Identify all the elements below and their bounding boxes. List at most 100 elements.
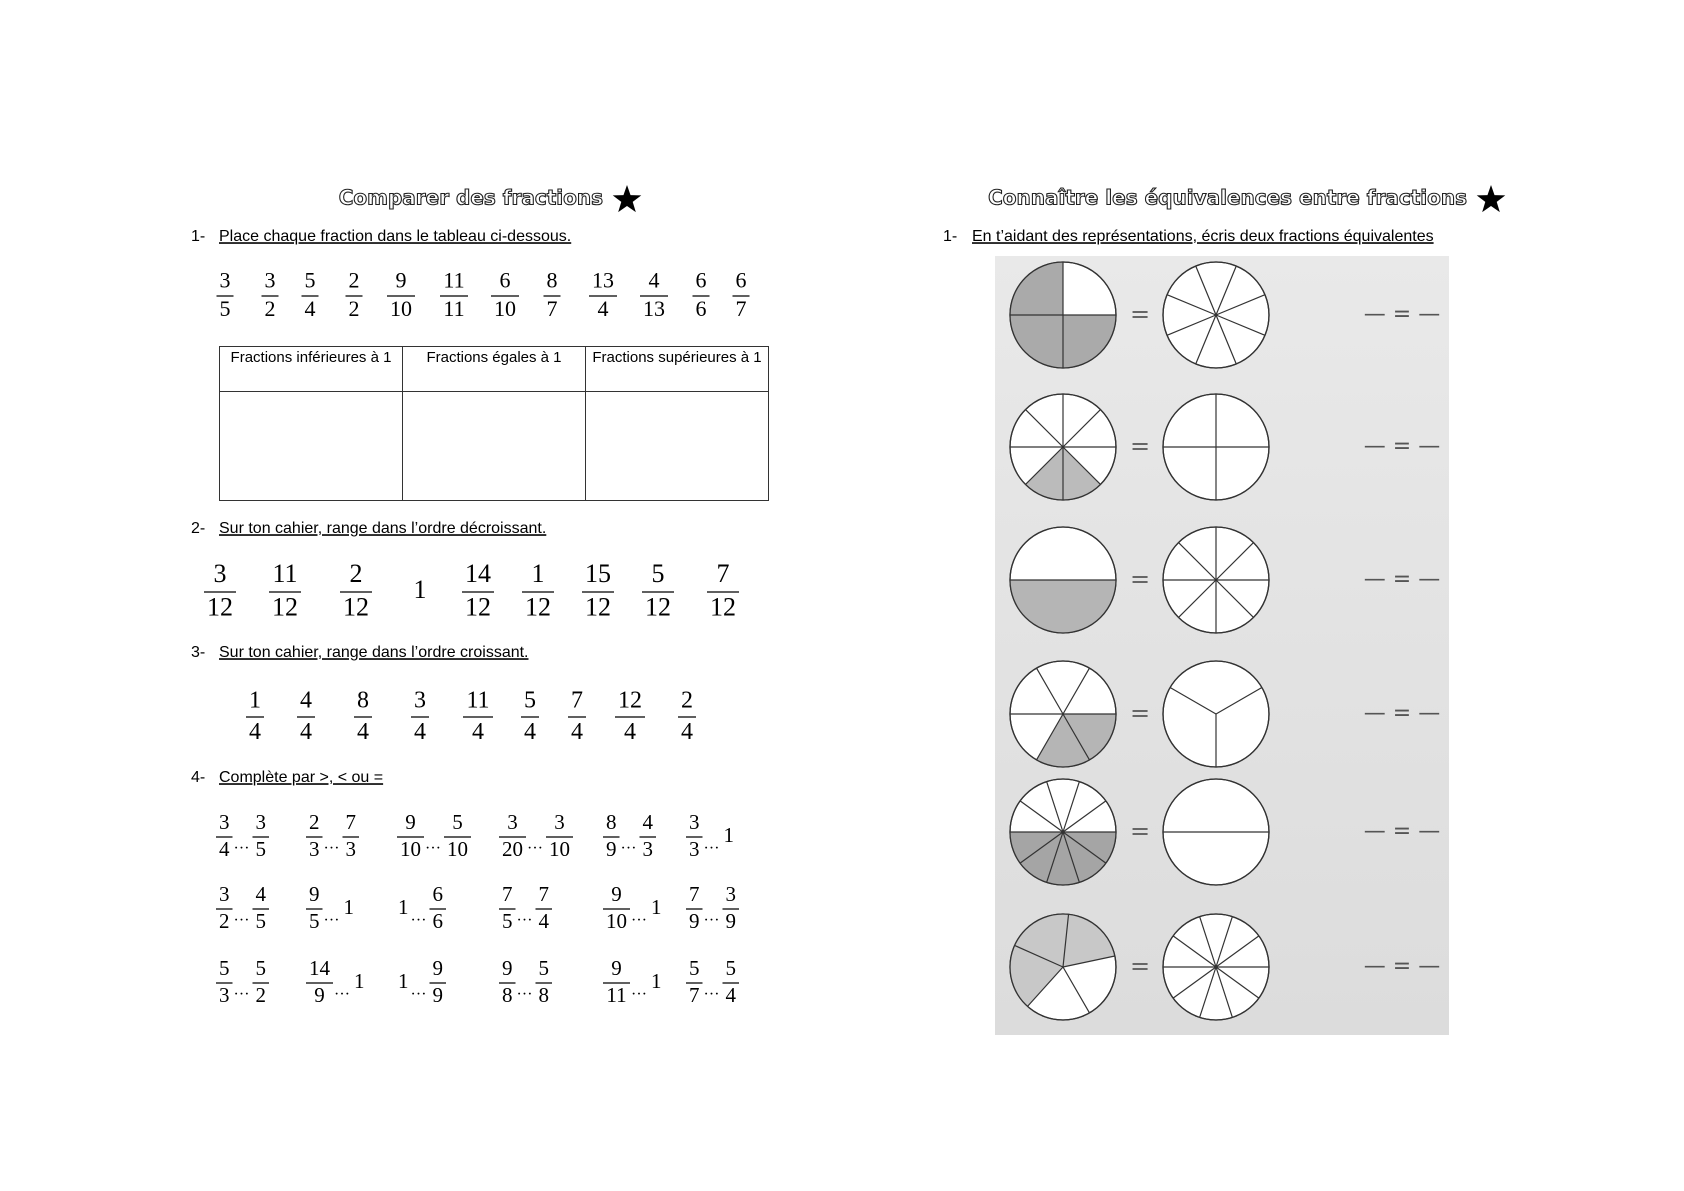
shaded-part	[1010, 262, 1063, 315]
circle-outline	[1009, 393, 1117, 501]
divider	[1027, 966, 1064, 1007]
divider	[1014, 944, 1064, 968]
denominator: 12	[207, 593, 233, 622]
numerator: 3	[726, 882, 737, 906]
divider	[1062, 831, 1080, 883]
numerator: 9	[396, 267, 407, 292]
circle-outline	[1162, 778, 1270, 886]
numerator: 4	[256, 882, 267, 906]
numerator: 1	[532, 559, 545, 588]
numerator: 13	[592, 267, 614, 292]
numerator: 8	[357, 688, 369, 714]
left-title: Comparer des fractions	[339, 186, 603, 210]
divider	[1166, 294, 1217, 316]
denominator: 5	[220, 296, 231, 321]
numerator: 15	[585, 559, 611, 588]
question-number: 1-	[191, 228, 205, 245]
equals-sign: =	[1130, 699, 1150, 727]
numerator: 4	[643, 810, 654, 834]
numerator: 3	[219, 810, 230, 834]
divider	[1019, 800, 1064, 833]
dots: …	[234, 982, 250, 999]
denominator: 7	[547, 296, 558, 321]
divider	[1062, 955, 1115, 968]
numerator: 5	[726, 956, 737, 980]
numerator: 6	[736, 267, 747, 292]
denominator: 12	[710, 593, 736, 622]
numerator: 2	[681, 688, 693, 714]
denominator: 10	[447, 837, 468, 861]
denominator: 4	[414, 719, 426, 745]
denominator: 9	[726, 909, 737, 933]
right-title: Connaître les équivalences entre fractio…	[988, 186, 1467, 210]
denominator: 9	[433, 983, 444, 1007]
dots: …	[234, 908, 250, 925]
denominator: 20	[502, 837, 523, 861]
numerator: 2	[350, 559, 363, 588]
numerator: 11	[443, 267, 464, 292]
denominator: 10	[606, 909, 627, 933]
denominator: 8	[539, 983, 550, 1007]
denominator: 2	[256, 983, 267, 1007]
denominator: 8	[502, 983, 513, 1007]
shaded-part	[1010, 832, 1063, 864]
denominator: 4	[598, 296, 609, 321]
dots: …	[631, 982, 647, 999]
denominator: 10	[400, 837, 421, 861]
numerator: 5	[305, 267, 316, 292]
dots: …	[324, 908, 340, 925]
divider	[1062, 831, 1107, 864]
divider	[1062, 409, 1101, 448]
table-cell	[585, 391, 769, 501]
divider	[1062, 914, 1070, 968]
denominator: 12	[585, 593, 611, 622]
circle-outline	[1009, 778, 1117, 886]
denominator: 4	[357, 719, 369, 745]
denominator: 10	[390, 296, 412, 321]
denominator: 12	[343, 593, 369, 622]
shaded-part	[1010, 315, 1063, 368]
divider	[1215, 542, 1254, 581]
shaded-part	[1063, 315, 1116, 368]
shaded-part	[1046, 832, 1080, 886]
denominator: 4	[524, 719, 536, 745]
circle-outline	[1009, 261, 1117, 369]
divider	[1195, 314, 1217, 365]
divider	[1172, 935, 1217, 968]
equals-sign: =	[1130, 817, 1150, 845]
denominator: 12	[272, 593, 298, 622]
circle-outline	[1162, 526, 1270, 634]
circle-outline	[1162, 913, 1270, 1021]
divider	[1062, 446, 1101, 485]
divider	[1062, 667, 1091, 715]
denominator: 3	[346, 837, 357, 861]
denominator: 5	[502, 909, 513, 933]
divider	[1199, 916, 1217, 968]
question-text: Sur ton cahier, range dans l’ordre crois…	[219, 644, 529, 661]
denominator: 12	[645, 593, 671, 622]
numerator: 7	[689, 882, 700, 906]
denominator: 11	[443, 296, 464, 321]
divider	[1215, 314, 1237, 365]
dots: …	[425, 836, 441, 853]
table-cell	[219, 391, 403, 501]
numerator: 7	[502, 882, 513, 906]
dots: …	[527, 836, 543, 853]
denominator: 9	[689, 909, 700, 933]
divider	[1215, 935, 1260, 968]
denominator: 3	[219, 983, 230, 1007]
whole-number: 1	[398, 969, 409, 993]
answer-blank: — = —	[1364, 302, 1440, 327]
equals-sign: =	[1130, 300, 1150, 328]
circle-outline	[1009, 660, 1117, 768]
denominator: 2	[349, 296, 360, 321]
question-text: Sur ton cahier, range dans l’ordre décro…	[219, 520, 546, 537]
numerator: 9	[611, 956, 622, 980]
numerator: 3	[265, 267, 276, 292]
numerator: 12	[618, 688, 642, 714]
circle-outline	[1162, 660, 1270, 768]
denominator: 12	[525, 593, 551, 622]
shaded-part	[1025, 447, 1063, 500]
numerator: 1	[249, 688, 261, 714]
